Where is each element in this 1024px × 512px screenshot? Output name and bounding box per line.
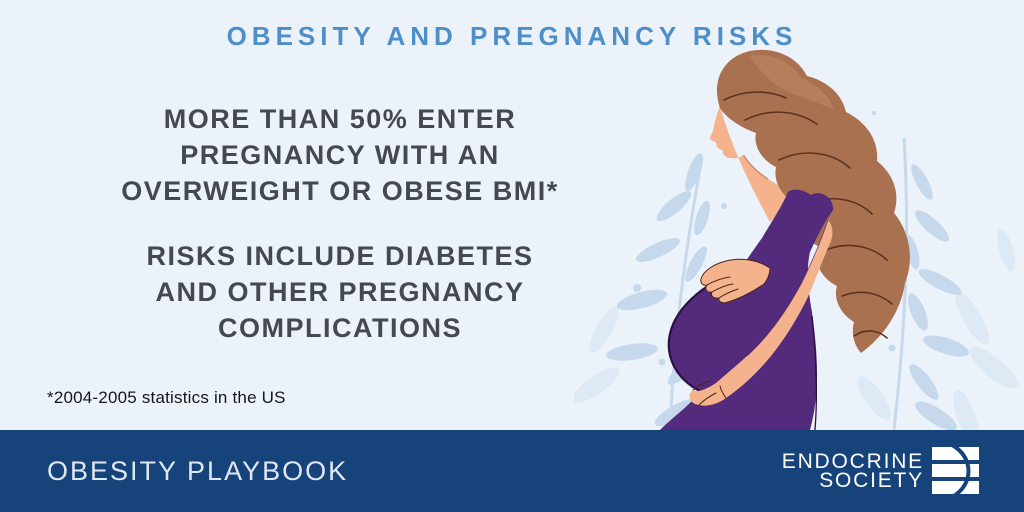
playbook-label: OBESITY PLAYBOOK (47, 455, 349, 486)
logo-line-1: ENDOCRINE (781, 450, 924, 473)
footer-bar: OBESITY PLAYBOOK ENDOCRINE SOCIETY (0, 430, 1024, 512)
stat-line: OVERWEIGHT OR OBESE BMI* (121, 176, 559, 206)
page-title: OBESITY AND PREGNANCY RISKS (226, 21, 798, 51)
logo-line-2: SOCIETY (819, 469, 924, 492)
woman-dress (660, 189, 834, 430)
footnote: *2004-2005 statistics in the US (47, 388, 286, 407)
pregnant-woman-illustration (574, 49, 1018, 430)
stat-line: PREGNANCY WITH AN (180, 140, 500, 170)
background-leaves-light (574, 228, 1018, 430)
woman-top-hand (700, 258, 771, 304)
woman-arm (689, 219, 833, 406)
endocrine-society-logo: ENDOCRINE SOCIETY (782, 447, 980, 495)
stat-paragraph-1: MORE THAN 50% ENTER PREGNANCY WITH AN OV… (60, 101, 620, 209)
neck-shadow (743, 155, 769, 180)
endocrine-society-logo-text: ENDOCRINE SOCIETY (781, 450, 924, 492)
stat-line: RISKS INCLUDE DIABETES (146, 241, 534, 271)
stat-line: AND OTHER PREGNANCY (155, 277, 525, 307)
stat-line: COMPLICATIONS (218, 313, 462, 343)
background-leaves (606, 111, 969, 430)
stat-copy: MORE THAN 50% ENTER PREGNANCY WITH AN OV… (60, 101, 620, 346)
stat-line: MORE THAN 50% ENTER (163, 104, 517, 134)
endocrine-society-logo-mark (932, 447, 979, 495)
main-section: OBESITY AND PREGNANCY RISKS MORE THAN 50… (47, 21, 1018, 430)
stat-paragraph-2: RISKS INCLUDE DIABETES AND OTHER PREGNAN… (60, 238, 620, 346)
